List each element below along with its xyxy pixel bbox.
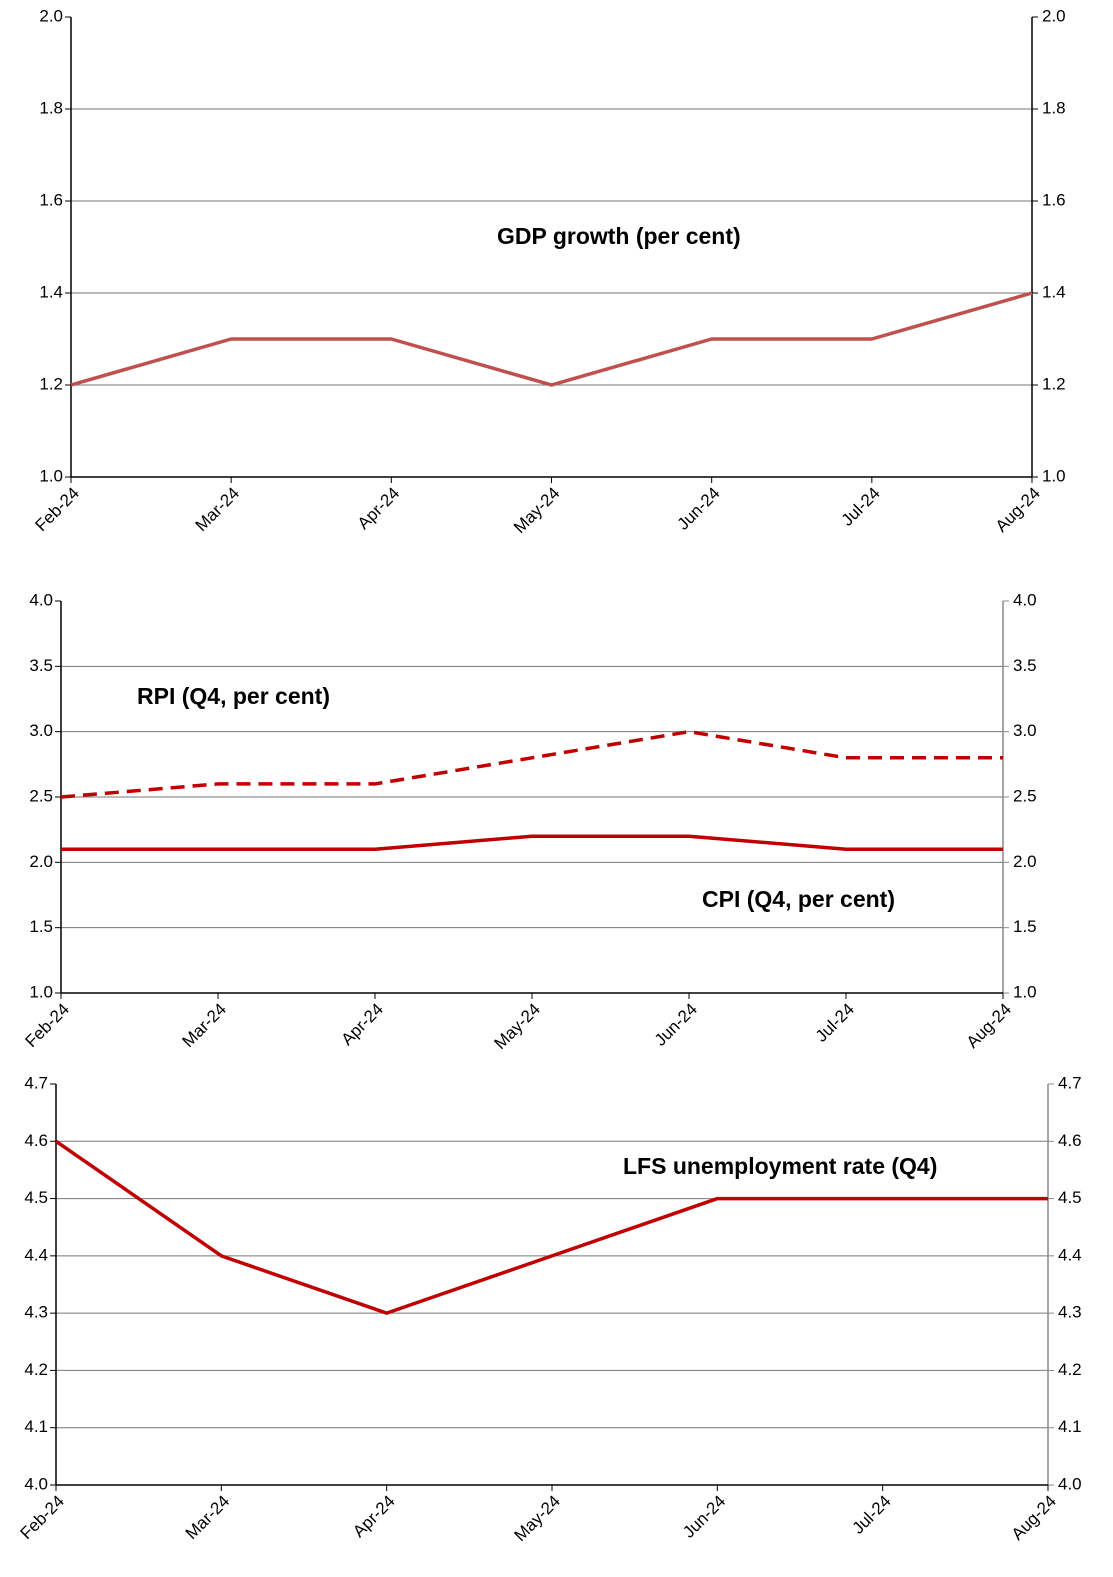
y-tick-label: 2.5	[29, 786, 53, 805]
y-tick-label: 4.0	[24, 1474, 48, 1493]
y2-tick-label: 1.0	[1042, 466, 1066, 485]
y2-tick-label: 4.6	[1058, 1131, 1082, 1150]
y-tick-label: 1.0	[39, 466, 63, 485]
y-tick-label: 1.4	[39, 282, 63, 301]
y2-tick-label: 4.2	[1058, 1360, 1082, 1379]
x-tick-label: Aug-24	[1008, 1492, 1060, 1544]
y-tick-label: 1.2	[39, 374, 63, 393]
y-tick-label: 4.2	[24, 1360, 48, 1379]
x-tick-label: Apr-24	[349, 1492, 399, 1542]
x-tick-label: Aug-24	[992, 484, 1044, 536]
x-tick-label: Jun-24	[679, 1492, 729, 1542]
y2-tick-label: 4.1	[1058, 1417, 1082, 1436]
x-tick-label: Jul-24	[812, 1000, 858, 1046]
y-tick-label: 4.4	[24, 1245, 48, 1264]
y2-tick-label: 1.4	[1042, 282, 1066, 301]
x-tick-label: Feb-24	[31, 484, 83, 536]
y2-tick-label: 2.5	[1013, 786, 1037, 805]
y2-tick-label: 4.4	[1058, 1245, 1082, 1264]
series-line	[60, 729, 1003, 799]
y2-tick-label: 1.8	[1042, 98, 1066, 117]
y2-tick-label: 2.0	[1042, 6, 1066, 25]
y-tick-label: 4.5	[24, 1188, 48, 1207]
y2-tick-label: 4.5	[1058, 1188, 1082, 1207]
x-tick-label: Jul-24	[838, 484, 884, 530]
x-tick-label: Jul-24	[848, 1492, 894, 1538]
y2-tick-label: 4.0	[1013, 590, 1037, 609]
annotation: LFS unemployment rate (Q4)	[623, 1153, 937, 1179]
x-tick-label: Jun-24	[651, 1000, 701, 1050]
y-tick-label: 3.0	[29, 721, 53, 740]
annotation: GDP growth (per cent)	[497, 223, 741, 249]
annotation: RPI (Q4, per cent)	[137, 683, 330, 709]
x-tick-label: Apr-24	[354, 484, 404, 534]
y2-tick-label: 4.3	[1058, 1303, 1082, 1322]
annotation: CPI (Q4, per cent)	[702, 886, 895, 912]
y-tick-label: 1.8	[39, 98, 63, 117]
y2-tick-label: 3.0	[1013, 721, 1037, 740]
y2-tick-label: 1.5	[1013, 917, 1037, 936]
y-tick-label: 4.1	[24, 1417, 48, 1436]
x-tick-label: Feb-24	[16, 1492, 68, 1544]
series-line	[55, 1139, 1048, 1315]
y-tick-label: 1.5	[29, 917, 53, 936]
y-tick-label: 1.6	[39, 190, 63, 209]
y2-tick-label: 1.2	[1042, 374, 1066, 393]
x-tick-label: Apr-24	[337, 1000, 387, 1050]
y2-tick-label: 3.5	[1013, 656, 1037, 675]
y2-tick-label: 1.6	[1042, 190, 1066, 209]
y-tick-label: 4.7	[24, 1073, 48, 1092]
x-tick-label: Mar-24	[182, 1492, 234, 1544]
y-tick-label: 1.0	[29, 982, 53, 1001]
x-tick-label: May-24	[510, 484, 564, 538]
x-tick-label: Feb-24	[21, 1000, 73, 1052]
y2-tick-label: 4.0	[1058, 1474, 1082, 1493]
x-tick-label: Aug-24	[963, 1000, 1015, 1052]
y-tick-label: 4.6	[24, 1131, 48, 1150]
series-line	[70, 291, 1033, 387]
y-tick-label: 2.0	[29, 852, 53, 871]
y-tick-label: 4.3	[24, 1303, 48, 1322]
x-tick-label: May-24	[510, 1492, 564, 1546]
x-tick-label: Mar-24	[192, 484, 244, 536]
y2-tick-label: 1.0	[1013, 982, 1037, 1001]
y2-tick-label: 2.0	[1013, 852, 1037, 871]
x-tick-label: Jun-24	[673, 484, 723, 534]
y2-tick-label: 4.7	[1058, 1073, 1082, 1092]
y-tick-label: 3.5	[29, 656, 53, 675]
x-tick-label: May-24	[490, 1000, 544, 1054]
y-tick-label: 2.0	[39, 6, 63, 25]
x-tick-label: Mar-24	[178, 1000, 230, 1052]
series-line	[61, 834, 1003, 852]
y-tick-label: 4.0	[29, 590, 53, 609]
